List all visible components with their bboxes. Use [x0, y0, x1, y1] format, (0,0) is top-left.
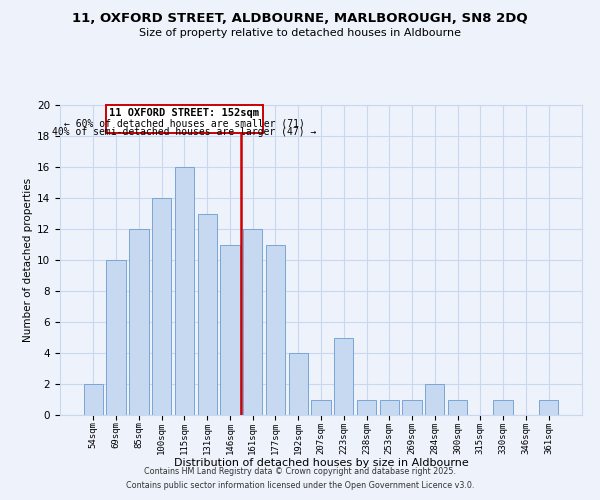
- X-axis label: Distribution of detached houses by size in Aldbourne: Distribution of detached houses by size …: [173, 458, 469, 468]
- Bar: [311, 400, 331, 415]
- Bar: [357, 400, 376, 415]
- Bar: [493, 400, 513, 415]
- Bar: [175, 167, 194, 415]
- Text: Contains public sector information licensed under the Open Government Licence v3: Contains public sector information licen…: [126, 481, 474, 490]
- Bar: [403, 400, 422, 415]
- Bar: [243, 229, 262, 415]
- Bar: [220, 244, 239, 415]
- Bar: [152, 198, 172, 415]
- Text: 11, OXFORD STREET, ALDBOURNE, MARLBOROUGH, SN8 2DQ: 11, OXFORD STREET, ALDBOURNE, MARLBOROUG…: [72, 12, 528, 26]
- Text: 40% of semi-detached houses are larger (47) →: 40% of semi-detached houses are larger (…: [52, 128, 317, 138]
- Text: 11 OXFORD STREET: 152sqm: 11 OXFORD STREET: 152sqm: [109, 108, 259, 118]
- Text: ← 60% of detached houses are smaller (71): ← 60% of detached houses are smaller (71…: [64, 118, 305, 128]
- Bar: [266, 244, 285, 415]
- Bar: [197, 214, 217, 415]
- Bar: [289, 353, 308, 415]
- Bar: [129, 229, 149, 415]
- Bar: [84, 384, 103, 415]
- Bar: [425, 384, 445, 415]
- Bar: [448, 400, 467, 415]
- Y-axis label: Number of detached properties: Number of detached properties: [23, 178, 33, 342]
- Bar: [106, 260, 126, 415]
- Bar: [334, 338, 353, 415]
- Text: Contains HM Land Registry data © Crown copyright and database right 2025.: Contains HM Land Registry data © Crown c…: [144, 467, 456, 476]
- FancyBboxPatch shape: [106, 105, 263, 133]
- Text: Size of property relative to detached houses in Aldbourne: Size of property relative to detached ho…: [139, 28, 461, 38]
- Bar: [380, 400, 399, 415]
- Bar: [539, 400, 558, 415]
